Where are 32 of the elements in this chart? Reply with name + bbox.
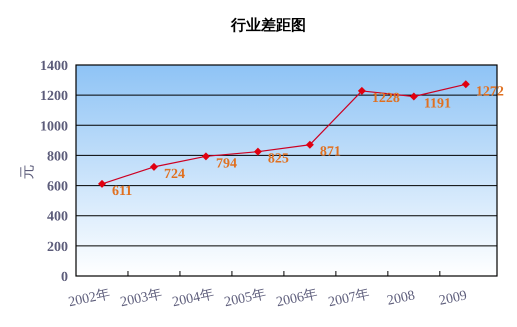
chart-title: 行业差距图: [230, 17, 306, 34]
data-label: 611: [112, 184, 132, 199]
x-tick-label: 2003年: [118, 286, 164, 310]
data-label: 825: [268, 152, 289, 167]
x-tick-label: 2008: [386, 288, 416, 309]
y-tick-label: 600: [47, 180, 68, 195]
y-tick-label: 800: [47, 149, 68, 164]
data-label: 1228: [372, 90, 400, 106]
point: [150, 162, 158, 171]
x-tick-label: 2005年: [222, 286, 268, 310]
y-tick-label: 0: [61, 270, 68, 285]
point: [358, 86, 366, 95]
y-tick-label: 1400: [40, 59, 68, 74]
x-tick-label: 2004年: [170, 286, 216, 310]
point: [410, 92, 418, 100]
y-tick-label: 200: [47, 240, 68, 255]
x-tick-label: 2002年: [66, 286, 112, 310]
point: [98, 180, 106, 188]
point: [306, 140, 314, 149]
x-tick-label: 2006年: [274, 286, 320, 310]
data-label: 724: [164, 166, 185, 182]
y-axis-title: 元: [20, 164, 36, 180]
point: [202, 152, 210, 160]
y-tick-label: 400: [47, 210, 68, 225]
y-tick-label: 1200: [40, 89, 68, 104]
data-label: 1191: [424, 96, 452, 112]
point: [462, 80, 470, 88]
y-tick-label: 1000: [40, 119, 68, 134]
x-tick-label: 2007年: [326, 286, 372, 310]
data-label: 794: [216, 156, 237, 172]
point: [254, 148, 262, 156]
x-tick-label: 2009: [438, 288, 468, 309]
